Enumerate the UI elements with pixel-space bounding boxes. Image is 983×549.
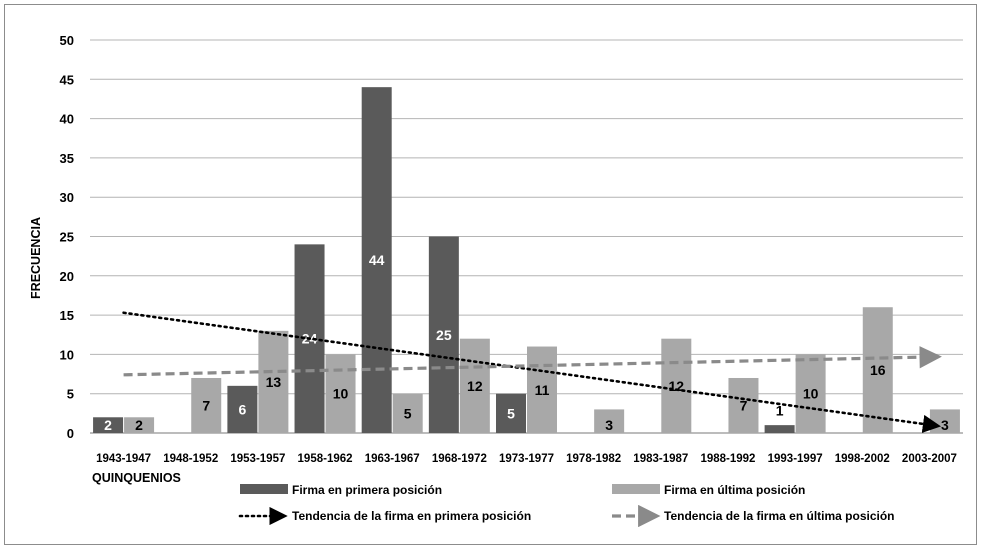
- legend-label: Firma en primera posición: [292, 483, 442, 497]
- bar-ultima: [795, 354, 826, 433]
- legend: Firma en primera posición Firma en última…: [238, 483, 895, 528]
- data-label: 13: [266, 374, 282, 390]
- legend-swatch: [612, 484, 660, 494]
- y-tick-label: 35: [60, 151, 74, 166]
- y-tick-label: 40: [60, 112, 74, 127]
- legend-label: Tendencia de la firma en primera posició…: [292, 509, 531, 523]
- x-tick-label: 2003-2007: [902, 453, 957, 465]
- bar-ultima: [124, 417, 155, 433]
- data-label: 7: [202, 397, 210, 413]
- x-axis-title: QUINQUENIOS: [92, 471, 181, 485]
- bar-ultima: [728, 377, 759, 433]
- x-tick-label: 1948-1952: [163, 453, 218, 465]
- bar-ultima: [459, 338, 490, 433]
- y-tick-label: 20: [60, 269, 74, 284]
- data-label: 10: [803, 386, 819, 402]
- chart-frame: [4, 4, 977, 545]
- data-label: 10: [333, 386, 349, 402]
- bar-ultima: [325, 354, 356, 433]
- data-label: 1: [776, 403, 784, 419]
- bar-ultima: [191, 377, 222, 433]
- gridlines: [90, 39, 963, 434]
- y-tick-label: 25: [60, 230, 74, 245]
- x-tick-label: 1983-1987: [633, 453, 688, 465]
- bar-ultima: [527, 346, 557, 433]
- x-tick-label: 1978-1982: [566, 453, 621, 465]
- y-tick-label: 10: [60, 347, 74, 362]
- data-label: 3: [941, 417, 949, 433]
- x-tick-label: 1958-1962: [298, 453, 353, 465]
- trendlines: [122, 311, 942, 433]
- bars: [93, 87, 960, 433]
- y-axis-title: FRECUENCIA: [29, 217, 43, 299]
- data-label: 12: [467, 378, 483, 394]
- y-tick-label: 45: [60, 72, 74, 87]
- x-axis-categories: 1943-1947 1948-1952 1953-1957 1958-1962 1963…: [96, 453, 957, 465]
- x-tick-label: 1993-1997: [768, 453, 823, 465]
- data-label: 7: [740, 397, 748, 413]
- legend-label: Firma en última posición: [664, 483, 805, 497]
- bar-ultima: [392, 393, 423, 433]
- bar-ultima: [661, 338, 692, 433]
- x-tick-label: 1973-1977: [499, 453, 554, 465]
- data-label: 16: [870, 362, 886, 378]
- data-label: 5: [507, 405, 515, 421]
- bar-ultima: [862, 307, 893, 433]
- x-tick-label: 1988-1992: [700, 453, 755, 465]
- y-tick-label: 30: [60, 190, 74, 205]
- y-tick-label: 50: [60, 33, 74, 48]
- x-tick-label: 1963-1967: [365, 453, 420, 465]
- data-label: 2: [135, 417, 143, 433]
- bar-primera: [93, 417, 124, 433]
- data-label: 3: [605, 417, 613, 433]
- bar-primera: [764, 425, 795, 433]
- x-tick-label: 1943-1947: [96, 453, 151, 465]
- bar-ultima: [258, 330, 289, 433]
- legend-label: Tendencia de la firma en última posición: [664, 509, 895, 523]
- data-label: 44: [369, 252, 385, 268]
- bar-primera: [227, 385, 258, 433]
- x-tick-label: 1968-1972: [432, 453, 487, 465]
- y-tick-label: 15: [60, 308, 74, 323]
- y-axis-ticks: 0 5 10 15 20 25 30 35 40 45 50: [60, 33, 74, 441]
- y-tick-label: 5: [67, 387, 74, 402]
- data-label: 25: [436, 327, 452, 343]
- data-label: 2: [104, 417, 112, 433]
- data-label: 6: [238, 401, 246, 417]
- data-label: 5: [404, 405, 412, 421]
- y-tick-label: 0: [67, 426, 74, 441]
- x-tick-label: 1998-2002: [835, 453, 890, 465]
- bar-primera: [428, 236, 459, 433]
- data-label: 11: [535, 382, 550, 398]
- trendline-ultima: [123, 345, 942, 377]
- bar-ultima: [594, 409, 625, 433]
- bar-primera: [361, 87, 392, 433]
- bar-primera: [496, 393, 526, 433]
- x-tick-label: 1953-1957: [230, 453, 285, 465]
- legend-swatch: [240, 484, 288, 494]
- trendline-primera: [122, 311, 942, 433]
